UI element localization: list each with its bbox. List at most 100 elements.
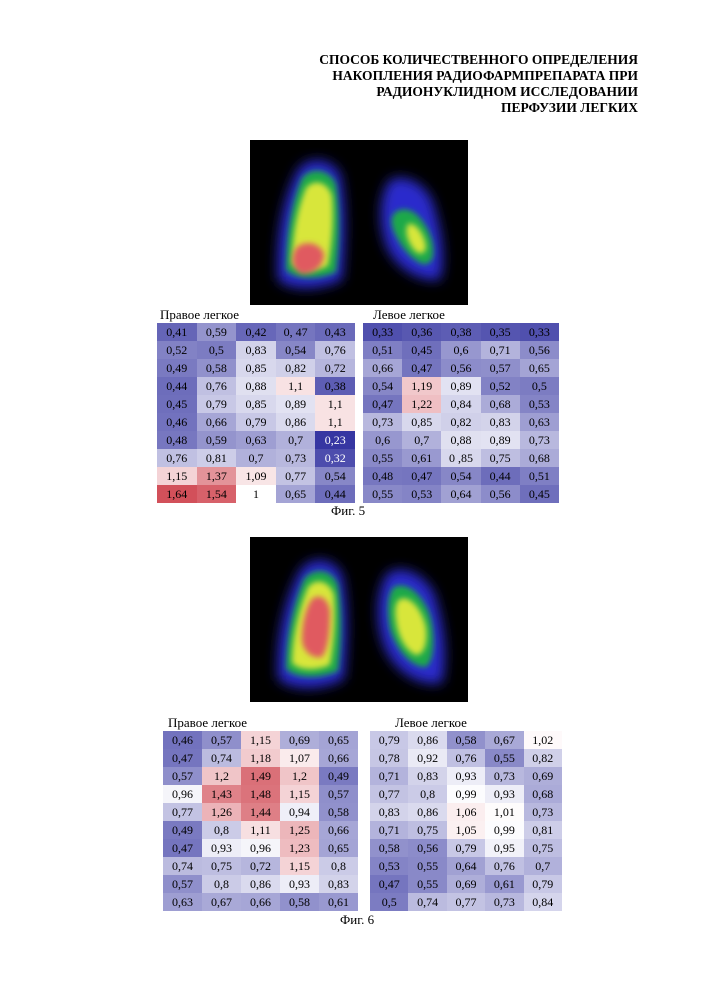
table-cell: 0,82 bbox=[441, 413, 480, 431]
table-cell: 0,69 bbox=[280, 731, 319, 749]
table-cell: 0,95 bbox=[485, 839, 523, 857]
table-cell: 0, 47 bbox=[276, 323, 316, 341]
table-cell: 0,67 bbox=[485, 731, 523, 749]
table-cell: 1,18 bbox=[241, 749, 280, 767]
table-row: 0,490,81,111,250,66 bbox=[163, 821, 358, 839]
table-cell: 0,83 bbox=[236, 341, 276, 359]
table-cell: 0,79 bbox=[524, 875, 562, 893]
table-row: 0,460,660,790,861,1 bbox=[157, 413, 355, 431]
table-row: 0,961,431,481,150,57 bbox=[163, 785, 358, 803]
table-cell: 0,88 bbox=[441, 431, 480, 449]
table-cell: 0,74 bbox=[202, 749, 241, 767]
table-cell: 0,77 bbox=[370, 785, 408, 803]
title-line-1: СПОСОБ КОЛИЧЕСТВЕННОГО ОПРЕДЕЛЕНИЯ bbox=[280, 52, 638, 68]
table-cell: 0,83 bbox=[481, 413, 520, 431]
table-cell: 0,86 bbox=[276, 413, 316, 431]
table-cell: 0,53 bbox=[520, 395, 559, 413]
table-cell: 0,54 bbox=[276, 341, 316, 359]
table-cell: 0,77 bbox=[447, 893, 485, 911]
table-cell: 0,47 bbox=[370, 875, 408, 893]
table-row: 0,490,580,850,820,72 bbox=[157, 359, 355, 377]
table-cell: 0,66 bbox=[197, 413, 237, 431]
table-cell: 0,76 bbox=[315, 341, 355, 359]
table-cell: 0,54 bbox=[315, 467, 355, 485]
table-cell: 0,74 bbox=[408, 893, 446, 911]
table-cell: 0,55 bbox=[363, 449, 402, 467]
table-cell: 0,73 bbox=[524, 803, 562, 821]
table-row: 0,450,790,850,891,1 bbox=[157, 395, 355, 413]
table-cell: 0,7 bbox=[524, 857, 562, 875]
table-cell: 0,65 bbox=[520, 359, 559, 377]
table-cell: 0,54 bbox=[363, 377, 402, 395]
table-cell: 0,57 bbox=[163, 767, 202, 785]
table-cell: 0,86 bbox=[241, 875, 280, 893]
table-row: 0,710,830,930,730,69 bbox=[370, 767, 562, 785]
table-row: 0,790,860,580,671,02 bbox=[370, 731, 562, 749]
table-cell: 0,73 bbox=[485, 893, 523, 911]
table-cell: 1,09 bbox=[236, 467, 276, 485]
table-cell: 0,47 bbox=[402, 359, 441, 377]
table-cell: 0,45 bbox=[157, 395, 197, 413]
table-row: 0,770,80,990,930,68 bbox=[370, 785, 562, 803]
fig5-scintigram-image bbox=[250, 140, 468, 305]
table-cell: 0,89 bbox=[481, 431, 520, 449]
fig6-scintigram bbox=[250, 537, 468, 702]
table-cell: 0,53 bbox=[402, 485, 441, 503]
table-cell: 0,23 bbox=[315, 431, 355, 449]
table-cell: 0,56 bbox=[408, 839, 446, 857]
table-cell: 0,93 bbox=[202, 839, 241, 857]
table-cell: 0,6 bbox=[441, 341, 480, 359]
table-cell: 0,7 bbox=[276, 431, 316, 449]
table-cell: 0,76 bbox=[157, 449, 197, 467]
table-cell: 0,84 bbox=[441, 395, 480, 413]
table-cell: 0,71 bbox=[370, 821, 408, 839]
table-row: 0,550,530,640,560,45 bbox=[363, 485, 559, 503]
table-cell: 0,78 bbox=[370, 749, 408, 767]
table-cell: 0,93 bbox=[485, 785, 523, 803]
table-cell: 0,93 bbox=[447, 767, 485, 785]
table-cell: 0,84 bbox=[524, 893, 562, 911]
table-cell: 0,41 bbox=[157, 323, 197, 341]
table-cell: 0,66 bbox=[319, 749, 358, 767]
table-cell: 0,55 bbox=[485, 749, 523, 767]
table-cell: 0,68 bbox=[520, 449, 559, 467]
table-cell: 0,55 bbox=[363, 485, 402, 503]
table-cell: 0 ,85 bbox=[441, 449, 480, 467]
table-cell: 0,35 bbox=[481, 323, 520, 341]
table-cell: 0,68 bbox=[481, 395, 520, 413]
table-cell: 0,63 bbox=[163, 893, 202, 911]
table-cell: 1,44 bbox=[241, 803, 280, 821]
table-cell: 0,36 bbox=[402, 323, 441, 341]
table-cell: 0,65 bbox=[319, 839, 358, 857]
table-cell: 0,93 bbox=[280, 875, 319, 893]
table-cell: 0,5 bbox=[520, 377, 559, 395]
table-cell: 0,79 bbox=[197, 395, 237, 413]
table-cell: 0,38 bbox=[441, 323, 480, 341]
table-cell: 0,63 bbox=[520, 413, 559, 431]
table-cell: 0,7 bbox=[236, 449, 276, 467]
table-cell: 0,73 bbox=[485, 767, 523, 785]
table-row: 0,480,590,630,70,23 bbox=[157, 431, 355, 449]
table-cell: 1,23 bbox=[280, 839, 319, 857]
table-cell: 0,49 bbox=[163, 821, 202, 839]
table-row: 0,520,50,830,540,76 bbox=[157, 341, 355, 359]
table-cell: 0,48 bbox=[157, 431, 197, 449]
table-cell: 0,43 bbox=[315, 323, 355, 341]
table-cell: 0,65 bbox=[276, 485, 316, 503]
table-cell: 0,96 bbox=[241, 839, 280, 857]
table-cell: 1,26 bbox=[202, 803, 241, 821]
table-cell: 0,63 bbox=[236, 431, 276, 449]
table-cell: 0,65 bbox=[319, 731, 358, 749]
table-cell: 0,83 bbox=[408, 767, 446, 785]
fig5-caption: Фиг. 5 bbox=[331, 503, 365, 519]
table-row: 0,550,610 ,850,750,68 bbox=[363, 449, 559, 467]
table-row: 0,60,70,880,890,73 bbox=[363, 431, 559, 449]
fig5-left-lung-label: Левое легкое bbox=[373, 307, 445, 323]
fig6-caption: Фиг. 6 bbox=[340, 912, 374, 928]
table-cell: 0,42 bbox=[236, 323, 276, 341]
table-cell: 0,57 bbox=[319, 785, 358, 803]
table-cell: 0,45 bbox=[402, 341, 441, 359]
table-cell: 0,7 bbox=[402, 431, 441, 449]
table-cell: 0,66 bbox=[319, 821, 358, 839]
table-cell: 1,11 bbox=[241, 821, 280, 839]
